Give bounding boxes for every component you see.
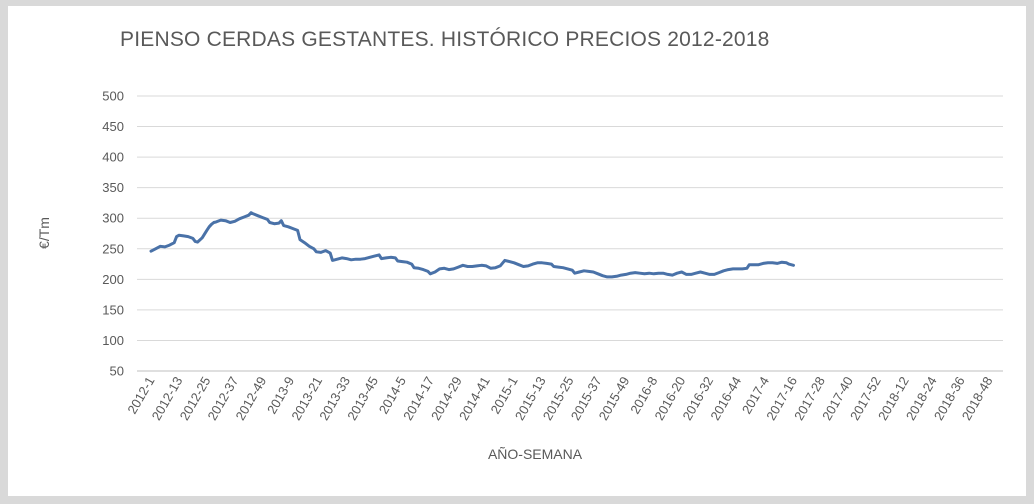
x-axis-title: AÑO-SEMANA bbox=[488, 446, 583, 462]
chart-frame: PIENSO CERDAS GESTANTES. HISTÓRICO PRECI… bbox=[8, 6, 1026, 496]
y-tick-label: 100 bbox=[102, 333, 124, 348]
gridlines bbox=[137, 95, 1003, 372]
y-tick-label: 350 bbox=[102, 180, 124, 195]
y-tick-label: 300 bbox=[102, 211, 124, 226]
y-tick-label: 400 bbox=[102, 150, 124, 165]
y-tick-label: 200 bbox=[102, 272, 124, 287]
y-tick-label: 450 bbox=[102, 119, 124, 134]
y-axis-title: €/Tm bbox=[36, 217, 52, 249]
price-series-line bbox=[149, 211, 795, 279]
y-tick-label: 500 bbox=[102, 89, 124, 104]
chart-title: PIENSO CERDAS GESTANTES. HISTÓRICO PRECI… bbox=[120, 28, 770, 51]
y-axis-ticks: 50 100 150 200 250 300 350 400 450 500 bbox=[102, 89, 124, 379]
y-tick-label: 50 bbox=[110, 364, 124, 379]
line-chart: 50 100 150 200 250 300 350 400 450 500 2012-12012… bbox=[36, 89, 1003, 462]
x-axis-ticks: 2012-12012-132012-252012-372012-492013-9… bbox=[124, 374, 995, 423]
y-tick-label: 250 bbox=[102, 241, 124, 256]
y-tick-label: 150 bbox=[102, 302, 124, 317]
